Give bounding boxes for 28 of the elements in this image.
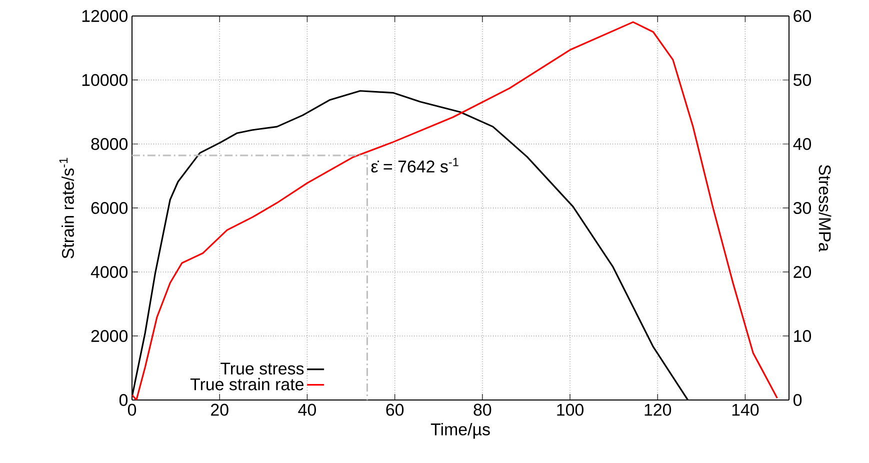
y2-tick-label: 30 bbox=[793, 202, 812, 214]
x-tick-label: 140 bbox=[732, 404, 759, 416]
y2-tick-label: 10 bbox=[794, 330, 812, 342]
x-tick-label: 40 bbox=[298, 404, 316, 416]
y-tick-label: 4000 bbox=[90, 266, 128, 278]
y-tick-label: 6000 bbox=[91, 202, 128, 214]
y2-tick-label: 60 bbox=[794, 10, 812, 22]
annotation: ε̇ = 7642 s$^{-1}$ bbox=[371, 158, 458, 173]
y-tick-label: 12000 bbox=[82, 10, 128, 22]
x-axis-title: Time/µs bbox=[430, 422, 490, 439]
x-tick-label: 80 bbox=[474, 404, 492, 416]
y2-tick-label: 0 bbox=[793, 394, 802, 406]
y2-tick-label: 40 bbox=[793, 138, 812, 150]
x-tick-label: 60 bbox=[386, 404, 404, 416]
legend-label: True strain rate bbox=[190, 378, 304, 390]
x-tick-label: 20 bbox=[211, 404, 228, 416]
x-tick-label: 100 bbox=[557, 404, 584, 416]
y-axis-title: Strain rate/s$^{-1}$ bbox=[59, 158, 74, 258]
x-tick-label: 0 bbox=[128, 404, 136, 416]
y-tick-label: 0 bbox=[119, 394, 128, 406]
y-tick-label: 10000 bbox=[82, 74, 128, 86]
y2-tick-label: 20 bbox=[794, 266, 812, 278]
y2-tick-label: 50 bbox=[794, 74, 812, 86]
y-tick-label: 2000 bbox=[91, 330, 128, 342]
x-tick-label: 120 bbox=[644, 404, 672, 416]
legend-label: True stress bbox=[220, 362, 304, 375]
y2-axis-title: Stress/MPa bbox=[818, 164, 832, 252]
y-tick-label: 8000 bbox=[91, 138, 128, 150]
